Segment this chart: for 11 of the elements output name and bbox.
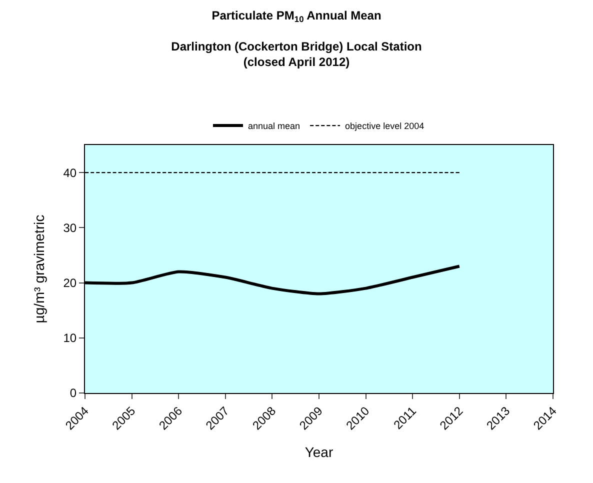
- y-tick-label: 0: [70, 386, 77, 400]
- chart-subtitle: Darlington (Cockerton Bridge) Local Station (closed April 2012): [171, 40, 422, 70]
- y-tick-label: 20: [63, 276, 77, 290]
- y-tick-label: 40: [63, 166, 77, 180]
- x-axis-title: Year: [304, 444, 334, 460]
- legend-label: annual mean: [248, 121, 300, 132]
- y-axis-title: µg/m³ gravimetric: [30, 214, 47, 324]
- y-tick-label: 30: [63, 220, 77, 235]
- y-tick-label: 10: [63, 331, 77, 346]
- legend-label: objective level 2004: [345, 121, 424, 132]
- chart-title: Particulate PM$_{10}$ Annual Mean: [212, 8, 382, 24]
